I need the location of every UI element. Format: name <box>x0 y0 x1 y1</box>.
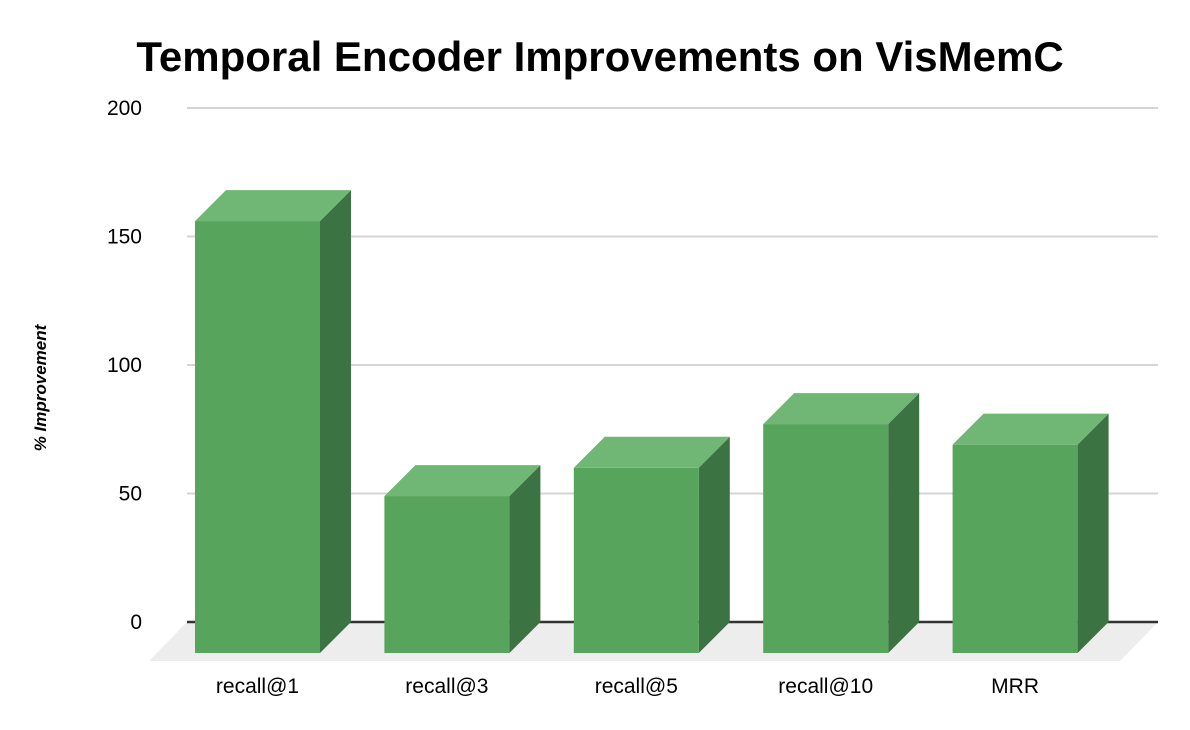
bar-top-face <box>763 393 920 425</box>
bar-recall@10 <box>763 393 920 653</box>
category-label-recall@3: recall@3 <box>405 675 488 698</box>
category-label-MRR: MRR <box>991 675 1039 698</box>
bar-top-face <box>573 436 730 468</box>
y-tick-label-50: 50 <box>119 483 142 506</box>
bar-front-face <box>763 424 889 653</box>
bar-recall@3 <box>384 465 541 653</box>
bar-top-face <box>384 465 541 497</box>
bar-front-face <box>952 444 1078 653</box>
chart-title: Temporal Encoder Improvements on VisMemC <box>136 33 1063 80</box>
y-axis-tick-labels: 0 50 100 150 200 <box>107 97 142 634</box>
bar-top-face <box>952 413 1109 445</box>
bar-side-face <box>320 190 351 653</box>
category-label-recall@1: recall@1 <box>216 675 299 698</box>
y-tick-label-150: 150 <box>107 226 142 249</box>
y-tick-label-100: 100 <box>107 354 142 377</box>
bar-recall@5 <box>573 436 730 653</box>
bar-side-face <box>698 436 730 653</box>
category-label-recall@5: recall@5 <box>595 675 678 698</box>
bar-front-face <box>384 496 510 653</box>
bar-front-face <box>573 467 699 653</box>
bar-MRR <box>952 413 1109 653</box>
x-axis-category-labels: recall@1 recall@3 recall@5 recall@10 MRR <box>216 675 1039 698</box>
bar-side-face <box>888 393 920 653</box>
bar-front-face <box>195 221 320 653</box>
bars <box>195 190 1109 653</box>
y-tick-label-0: 0 <box>130 611 142 634</box>
category-label-recall@10: recall@10 <box>778 675 873 698</box>
y-axis-title: % Improvement <box>31 323 50 451</box>
y-tick-label-200: 200 <box>107 97 142 120</box>
bar-side-face <box>509 465 541 653</box>
bar-recall@1 <box>195 190 351 653</box>
bar-top-face <box>195 190 351 222</box>
bar-side-face <box>1077 413 1109 653</box>
